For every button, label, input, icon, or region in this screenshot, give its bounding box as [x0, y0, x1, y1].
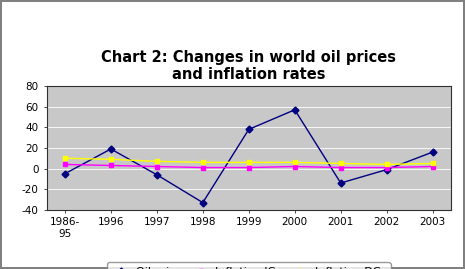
Inflation ICs: [292, 165, 298, 168]
Inflation DCs: [246, 161, 252, 164]
Inflation DCs: [292, 161, 298, 164]
Inflation ICs: [62, 163, 68, 166]
Oil price: [430, 150, 435, 154]
Oil price: [338, 181, 344, 185]
Inflation ICs: [338, 166, 344, 169]
Oil price: [292, 108, 298, 111]
Inflation ICs: [154, 165, 159, 168]
Oil price: [108, 147, 113, 151]
Legend: Oil price, Inflation ICs, Inflation DCs: Oil price, Inflation ICs, Inflation DCs: [107, 262, 391, 269]
Inflation ICs: [108, 164, 113, 167]
Oil price: [62, 172, 68, 175]
Inflation DCs: [154, 160, 159, 163]
Line: Inflation DCs: Inflation DCs: [62, 156, 435, 167]
Inflation DCs: [430, 162, 435, 165]
Inflation DCs: [108, 158, 113, 161]
Inflation DCs: [200, 161, 206, 164]
Inflation ICs: [430, 165, 435, 168]
Inflation ICs: [246, 166, 252, 169]
Inflation DCs: [338, 162, 344, 165]
Oil price: [200, 201, 206, 204]
Oil price: [384, 168, 390, 171]
Title: Chart 2: Changes in world oil prices
and inflation rates: Chart 2: Changes in world oil prices and…: [101, 50, 396, 82]
Line: Inflation ICs: Inflation ICs: [62, 162, 435, 170]
Line: Oil price: Oil price: [62, 107, 435, 205]
Inflation ICs: [384, 166, 390, 169]
Oil price: [246, 128, 252, 131]
Inflation DCs: [384, 163, 390, 166]
Inflation DCs: [62, 157, 68, 160]
Inflation ICs: [200, 166, 206, 169]
Oil price: [154, 173, 159, 176]
